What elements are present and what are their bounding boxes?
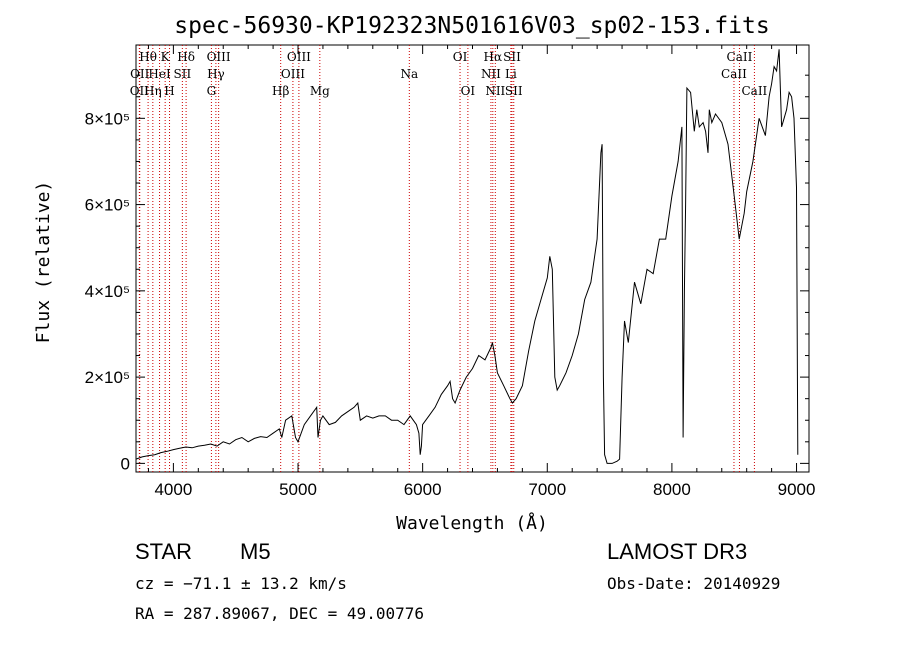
emission-line-label: Na [400, 67, 418, 81]
x-tick-label: 8000 [653, 480, 691, 499]
emission-line-label: OI [461, 84, 476, 98]
plot-frame [135, 44, 810, 473]
emission-line-label: NII [481, 67, 501, 81]
y-axis-label: Flux (relative) [33, 181, 54, 344]
emission-line-label: K [161, 50, 171, 64]
emission-line-label: OIII [287, 50, 311, 64]
emission-line-label: OII [130, 67, 150, 81]
emission-line-label: OI [453, 50, 468, 64]
emission-line-label: SII [503, 50, 521, 64]
emission-line-label: Hβ [272, 84, 289, 98]
x-axis-label: Wavelength (Å) [396, 512, 548, 534]
emission-line-label: Hα [484, 50, 503, 64]
emission-line-label: Li [505, 67, 517, 81]
emission-line-label: Hη [144, 84, 162, 98]
emission-line-label: Hγ [207, 67, 225, 81]
y-tick-label: 4×10⁵ [85, 282, 130, 301]
emission-line-label: HeI [148, 67, 171, 81]
y-tick-label: 8×10⁵ [85, 109, 130, 128]
emission-line-markers [138, 45, 755, 472]
emission-line-label: CaII [727, 50, 753, 64]
y-tick-label: 0 [121, 454, 130, 473]
x-tick-label: 6000 [404, 480, 442, 499]
spectrum-line [135, 49, 799, 464]
emission-line-label: OII [130, 84, 150, 98]
emission-line-label: CaII [721, 67, 747, 81]
emission-line-label: H [164, 84, 174, 98]
emission-line-label: SII [505, 84, 523, 98]
emission-line-label: Hθ [139, 50, 157, 64]
object-class: STAR [135, 539, 193, 564]
x-tick-label: 9000 [778, 480, 816, 499]
survey-name: LAMOST DR3 [607, 539, 748, 564]
y-axis-ticks: 0 2×10⁵ 4×10⁵ 6×10⁵ 8×10⁵ [85, 74, 809, 473]
y-tick-label: 2×10⁵ [85, 368, 130, 387]
object-subclass: M5 [240, 539, 271, 564]
x-axis-ticks: 4000 5000 6000 7000 8000 9000 [147, 45, 816, 499]
emission-line-label: CaII [741, 84, 767, 98]
x-tick-label: 5000 [279, 480, 317, 499]
emission-line-label: G [207, 84, 217, 98]
emission-line-label: SII [174, 67, 192, 81]
emission-line-label: OIII [207, 50, 231, 64]
emission-line-label: NII [485, 84, 505, 98]
emission-line-label: OIII [281, 67, 305, 81]
emission-line-label: Hδ [177, 50, 195, 64]
redshift-velocity: cz = −71.1 ± 13.2 km/s [135, 574, 347, 593]
y-tick-label: 6×10⁵ [85, 196, 130, 215]
coordinates: RA = 287.89067, DEC = 49.00776 [135, 604, 424, 623]
observation-date: Obs-Date: 20140929 [607, 574, 781, 593]
chart-title: spec-56930-KP192323N501616V03_sp02-153.f… [174, 13, 769, 39]
x-tick-label: 7000 [528, 480, 566, 499]
emission-line-label: Mg [310, 84, 330, 98]
x-tick-label: 4000 [154, 480, 192, 499]
